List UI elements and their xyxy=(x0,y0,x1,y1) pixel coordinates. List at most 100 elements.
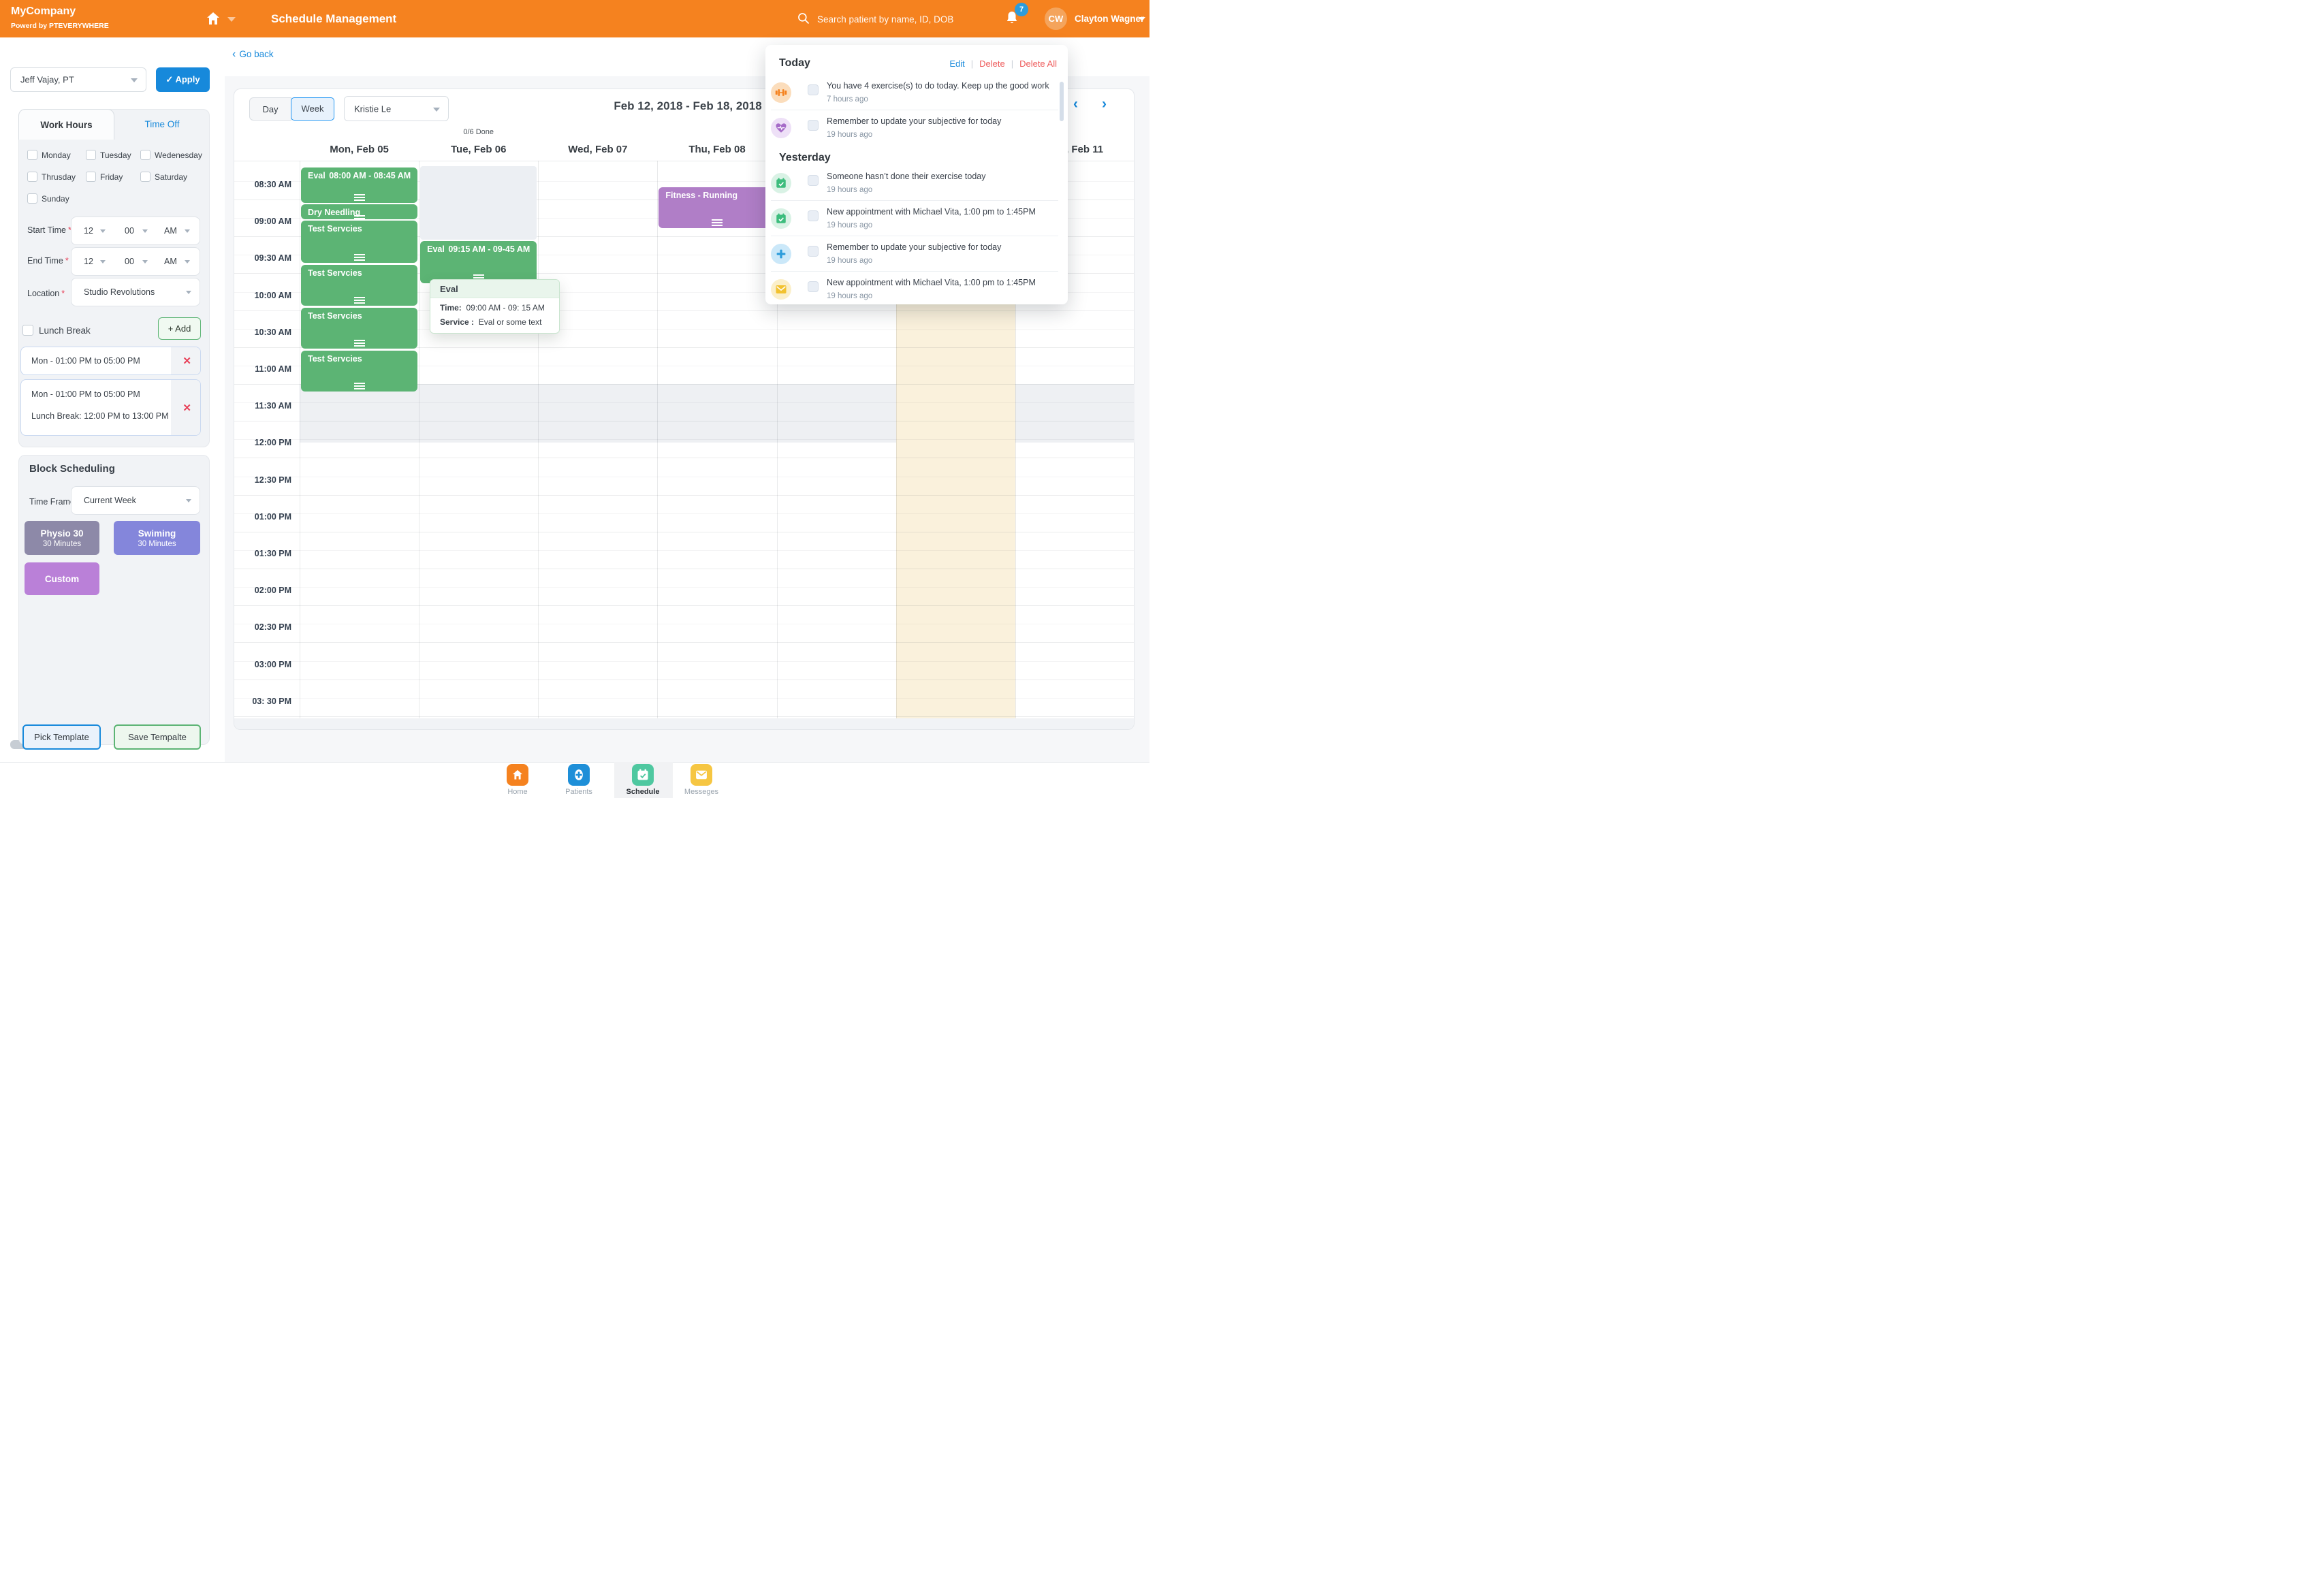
weekday-checkbox-tuesday[interactable] xyxy=(86,150,96,160)
pick-template-button[interactable]: Pick Template xyxy=(22,724,101,750)
event-resize-handle[interactable] xyxy=(353,297,365,298)
block-physio-30-button[interactable]: Physio 30 30 Minutes xyxy=(25,521,99,555)
remove-entry-icon[interactable]: ✕ xyxy=(183,402,191,414)
event-eval[interactable]: Eval 08:00 AM - 08:45 AM xyxy=(301,167,418,203)
notification-checkbox[interactable] xyxy=(808,246,819,257)
notification-message: Someone hasn’t done their exercise today xyxy=(827,172,986,181)
event-fitness-running[interactable]: Fitness - Running xyxy=(659,187,776,228)
lunch-break-checkbox[interactable] xyxy=(22,325,33,336)
block-name: Custom xyxy=(44,573,80,584)
tab-work-hours[interactable]: Work Hours xyxy=(18,109,114,140)
time-label: 11:00 AM xyxy=(255,364,291,374)
gridline-major xyxy=(234,273,1134,274)
event-dry-needling[interactable]: Dry Needling xyxy=(301,204,418,219)
location-select[interactable]: Studio Revolutions xyxy=(71,278,200,306)
notification-checkbox[interactable] xyxy=(808,84,819,95)
notifications-yesterday-heading: Yesterday xyxy=(779,152,831,163)
nav-item-home[interactable]: Home xyxy=(494,764,541,796)
start-minute-select[interactable]: 00 xyxy=(125,226,134,236)
event-test-servcies[interactable]: Test Servcies xyxy=(301,351,418,392)
home-menu-caret-icon[interactable] xyxy=(227,17,236,22)
weekday-checkbox-saturday[interactable] xyxy=(140,172,150,182)
start-time-control[interactable]: 12 00 AM xyxy=(71,217,200,245)
end-meridiem-select[interactable]: AM xyxy=(164,257,177,266)
notification-item[interactable]: Remember to update your subjective for t… xyxy=(771,110,1058,145)
start-meridiem-select[interactable]: AM xyxy=(164,226,177,236)
day-header-3[interactable]: Wed, Feb 07 xyxy=(538,128,657,158)
weekday-checkbox-friday[interactable] xyxy=(86,172,96,182)
notification-item[interactable]: New appointment with Michael Vita, 1:00 … xyxy=(771,200,1058,236)
edit-link[interactable]: Edit xyxy=(949,58,965,69)
gridline-major xyxy=(234,605,1134,607)
notification-bell-icon[interactable] xyxy=(1004,10,1020,27)
event-resize-handle[interactable] xyxy=(711,219,723,221)
remove-entry-icon[interactable]: ✕ xyxy=(183,355,191,367)
user-menu[interactable]: Clayton Wagner xyxy=(1075,14,1145,24)
therapist-select[interactable]: Jeff Vajay, PT xyxy=(10,67,146,92)
notification-checkbox[interactable] xyxy=(808,281,819,292)
nav-item-messeges[interactable]: Messeges xyxy=(678,764,725,796)
panel-scrollbar[interactable] xyxy=(1060,82,1064,121)
notification-text: Someone hasn’t done their exercise today… xyxy=(827,172,985,194)
delete-all-link[interactable]: Delete All xyxy=(1019,58,1057,69)
block-swiming-button[interactable]: Swiming 30 Minutes xyxy=(114,521,200,555)
user-caret-icon[interactable] xyxy=(1139,17,1145,21)
start-hour-select[interactable]: 12 xyxy=(84,226,93,236)
next-week-button[interactable]: › xyxy=(1102,96,1107,112)
view-day-button[interactable]: Day xyxy=(249,97,291,121)
event-resize-handle[interactable] xyxy=(353,194,365,195)
avatar[interactable]: CW xyxy=(1045,7,1067,30)
staff-filter-select[interactable]: Kristie Le xyxy=(344,96,449,121)
day-header-4[interactable]: Thu, Feb 08 xyxy=(657,128,776,158)
day-header-1[interactable]: Mon, Feb 05 xyxy=(300,128,419,158)
prev-week-button[interactable]: ‹ xyxy=(1073,96,1078,112)
block-custom-button[interactable]: Custom xyxy=(25,562,99,595)
event-resize-handle[interactable] xyxy=(353,340,365,341)
event-test-servcies[interactable]: Test Servcies xyxy=(301,308,418,349)
save-template-button[interactable]: Save Tempalte xyxy=(114,724,201,750)
go-back-link[interactable]: ‹ Go back xyxy=(232,48,274,61)
event-eval[interactable]: Eval 09:15 AM - 09-45 AM xyxy=(420,241,537,283)
event-test-servcies[interactable]: Test Servcies xyxy=(301,265,418,306)
notification-item[interactable]: Someone hasn’t done their exercise today… xyxy=(771,165,1058,200)
weekday-label: Tuesday xyxy=(100,150,131,160)
event-resize-handle[interactable] xyxy=(353,215,365,217)
home-icon[interactable] xyxy=(205,10,221,27)
search-icon[interactable] xyxy=(797,12,810,25)
nav-item-patients[interactable]: Patients xyxy=(555,764,603,796)
event-resize-handle[interactable] xyxy=(353,383,365,384)
notification-checkbox[interactable] xyxy=(808,175,819,186)
notification-item[interactable]: Remember to update your subjective for t… xyxy=(771,236,1058,271)
tab-time-off[interactable]: Time Off xyxy=(114,109,210,140)
day-header-label: Tue, Feb 06 xyxy=(451,144,507,155)
weekday-checkbox-wedenesday[interactable] xyxy=(140,150,150,160)
notification-checkbox[interactable] xyxy=(808,210,819,221)
pick-template-label: Pick Template xyxy=(34,732,89,742)
end-time-control[interactable]: 12 00 AM xyxy=(71,247,200,276)
patient-search-input[interactable] xyxy=(817,10,974,29)
event-test-servcies[interactable]: Test Servcies xyxy=(301,221,418,263)
day-header-2[interactable]: 0/6 Done Tue, Feb 06 xyxy=(419,128,538,158)
time-frame-select[interactable]: Current Week xyxy=(71,486,200,515)
time-label: 09:30 AM xyxy=(254,253,291,264)
delete-link[interactable]: Delete xyxy=(979,58,1005,69)
event-title-row: Test Servcies xyxy=(301,265,417,278)
add-lunch-button[interactable]: + Add xyxy=(158,317,201,340)
end-hour-select[interactable]: 12 xyxy=(84,257,93,266)
weekday-checkbox-thrusday[interactable] xyxy=(27,172,37,182)
notification-checkbox[interactable] xyxy=(808,120,819,131)
notification-message: New appointment with Michael Vita, 1:00 … xyxy=(827,207,1036,217)
nav-item-schedule[interactable]: Schedule xyxy=(619,764,667,796)
weekday-checkbox-sunday[interactable] xyxy=(27,193,37,204)
weekday-checkbox-monday[interactable] xyxy=(27,150,37,160)
event-resize-handle[interactable] xyxy=(473,274,484,276)
end-minute-select[interactable]: 00 xyxy=(125,257,134,266)
event-title-row: Test Servcies xyxy=(301,221,417,234)
apply-button[interactable]: ✓ Apply xyxy=(156,67,210,92)
event-resize-handle[interactable] xyxy=(353,254,365,255)
notification-item[interactable]: You have 4 exercise(s) to do today. Keep… xyxy=(771,75,1058,110)
event-title-row: Test Servcies xyxy=(301,351,417,364)
gridline-minor xyxy=(234,513,1134,514)
notification-item[interactable]: New appointment with Michael Vita, 1:00 … xyxy=(771,271,1058,304)
view-week-button[interactable]: Week xyxy=(291,97,334,121)
